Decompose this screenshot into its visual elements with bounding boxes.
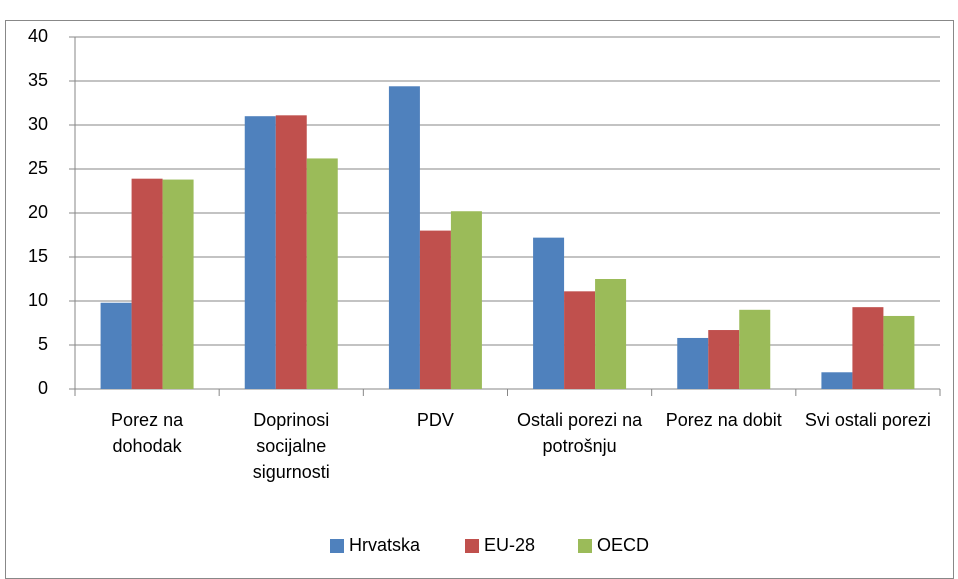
legend-label: EU-28	[484, 535, 535, 555]
y-tick-label: 35	[28, 70, 48, 90]
bar	[564, 291, 596, 389]
legend-label: OECD	[597, 535, 649, 555]
legend-swatch	[578, 539, 592, 553]
bar	[100, 302, 132, 389]
y-tick-label: 20	[28, 202, 48, 222]
x-tick-label: Porez na dohodak	[111, 410, 184, 456]
y-tick-label: 0	[38, 378, 48, 398]
bar	[852, 307, 884, 389]
bar	[275, 115, 307, 389]
y-tick-label: 10	[28, 290, 48, 310]
bar	[739, 309, 771, 389]
legend-swatch	[330, 539, 344, 553]
legend-label: Hrvatska	[349, 535, 421, 555]
y-tick-label: 30	[28, 114, 48, 134]
bar	[677, 337, 709, 389]
y-tick-label: 15	[28, 246, 48, 266]
x-tick-label: Svi ostali porezi	[804, 410, 931, 430]
bar	[883, 315, 915, 389]
bar	[306, 158, 338, 389]
bar	[595, 279, 627, 389]
y-tick-label: 25	[28, 158, 48, 178]
bar	[162, 179, 194, 389]
bar	[388, 86, 420, 389]
bar	[821, 372, 853, 389]
bar	[450, 211, 482, 389]
x-tick-label: Doprinosi socijalne sigurnosti	[252, 410, 330, 482]
bar	[244, 116, 276, 389]
bar	[533, 237, 565, 389]
x-tick-label: PDV	[416, 410, 454, 430]
x-tick-label: Ostali porezi na potrošnju	[517, 410, 643, 456]
y-tick-label: 40	[28, 26, 48, 46]
bar	[131, 178, 163, 389]
y-tick-label: 5	[38, 334, 48, 354]
legend-swatch	[465, 539, 479, 553]
bar	[708, 330, 740, 389]
x-tick-label: Porez na dobit	[665, 410, 782, 430]
bar	[419, 230, 451, 389]
